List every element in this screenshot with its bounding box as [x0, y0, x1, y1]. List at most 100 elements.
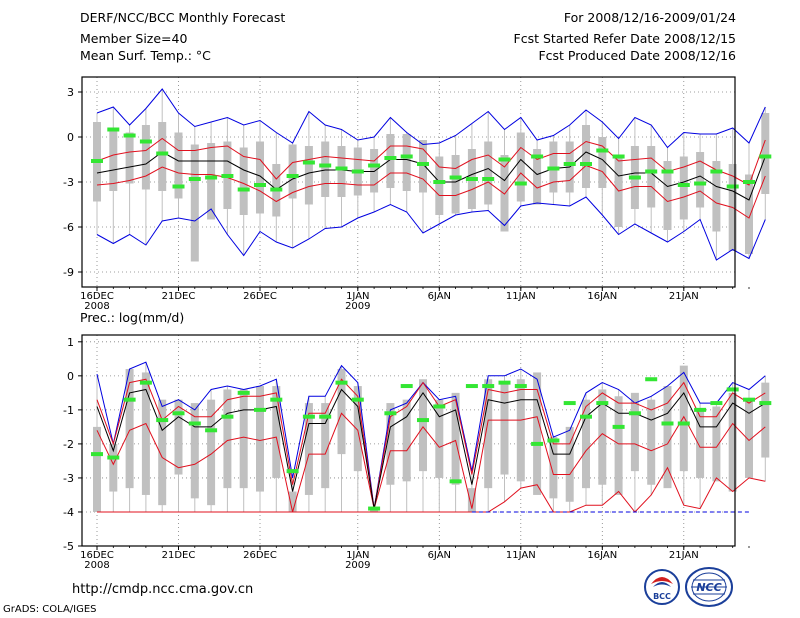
observed-marker	[188, 177, 201, 181]
ensemble-box	[288, 144, 297, 199]
ensemble-box	[337, 146, 346, 197]
ensemble-box	[190, 144, 199, 262]
observed-marker	[384, 411, 397, 416]
ensemble-box	[239, 389, 248, 489]
observed-marker	[743, 397, 755, 402]
ensemble-box	[516, 379, 525, 482]
observed-marker	[514, 384, 527, 389]
x-tick-label: 11JAN	[506, 291, 536, 302]
observed-marker	[384, 156, 397, 160]
ensemble-box	[614, 396, 623, 495]
observed-marker	[237, 187, 250, 192]
ensemble-box	[304, 146, 313, 205]
ensemble-box	[516, 132, 525, 202]
observed-marker	[400, 154, 413, 159]
ensemble-box	[745, 174, 753, 254]
observed-marker	[91, 159, 103, 163]
fcst-started-date: Fcst Started Refer Date 2008/12/15	[513, 31, 737, 46]
observed-marker	[531, 154, 544, 159]
ensemble-box	[582, 399, 590, 489]
ensemble-box	[598, 389, 607, 485]
observed-marker	[400, 384, 413, 389]
observed-marker	[417, 418, 429, 423]
x-tick-year: 2009	[345, 301, 370, 312]
ensemble-box	[679, 156, 688, 220]
source-url[interactable]: http://cmdp.ncc.cma.gov.cn	[72, 582, 254, 597]
observed-marker	[123, 133, 136, 138]
observed-marker	[465, 384, 478, 389]
observed-marker	[123, 397, 136, 402]
x-tick-label: 16DEC	[80, 291, 114, 302]
ensemble-box	[712, 406, 721, 482]
x-tick-label: 6JAN	[428, 550, 451, 561]
observed-marker	[433, 404, 446, 409]
observed-marker	[302, 414, 315, 419]
ensemble-box	[500, 382, 509, 475]
x-tick-label: 26DEC	[243, 291, 277, 302]
y-tick-label: -3	[63, 472, 74, 485]
ensemble-box	[663, 161, 672, 230]
x-tick-label: 21JAN	[669, 291, 699, 302]
observed-marker	[286, 469, 299, 474]
observed-marker	[270, 187, 283, 192]
ensemble-box	[288, 491, 297, 512]
series-upper-line	[96, 378, 766, 509]
observed-marker	[531, 441, 544, 446]
observed-marker	[139, 380, 152, 385]
observed-marker	[498, 157, 511, 162]
observed-marker	[188, 421, 201, 426]
ensemble-box	[533, 372, 542, 495]
y-tick-label: -5	[63, 540, 74, 553]
ensemble-box	[761, 113, 770, 194]
observed-marker	[710, 169, 723, 174]
observed-marker	[661, 421, 674, 426]
ensemble-box	[207, 143, 216, 220]
ensemble-box	[402, 134, 411, 191]
ensemble-box	[353, 386, 362, 472]
x-tick-label: 1JAN	[346, 291, 369, 302]
series-upper-line	[96, 137, 766, 186]
x-tick-year: 2008	[84, 560, 109, 571]
observed-marker	[205, 175, 218, 180]
ensemble-box	[696, 409, 705, 478]
series-mean-line	[96, 388, 766, 509]
observed-marker	[351, 169, 364, 174]
observed-marker	[368, 506, 381, 511]
observed-marker	[612, 154, 625, 159]
ensemble-box	[386, 134, 395, 188]
ensemble-box	[125, 132, 134, 184]
ensemble-box	[435, 156, 444, 215]
observed-marker	[580, 162, 592, 166]
observed-marker	[156, 418, 169, 423]
observed-marker	[677, 421, 690, 426]
fcst-produced-date: Fcst Produced Date 2008/12/16	[538, 48, 736, 63]
observed-marker	[91, 452, 103, 457]
ensemble-box	[761, 382, 770, 458]
y-tick-label: 1	[67, 336, 74, 349]
ensemble-box	[451, 392, 460, 485]
ensemble-box	[630, 392, 639, 472]
observed-marker	[645, 169, 658, 174]
ensemble-box	[582, 125, 590, 188]
series-lower-line	[96, 164, 766, 219]
series-max-line	[96, 361, 766, 509]
ensemble-box	[174, 399, 183, 475]
ensemble-box	[679, 365, 688, 472]
ensemble-box	[533, 149, 542, 205]
x-tick-label: 1JAN	[346, 550, 369, 561]
observed-marker	[172, 184, 185, 189]
observed-marker	[661, 169, 674, 174]
ensemble-box	[141, 372, 150, 495]
ensemble-box	[321, 141, 330, 197]
observed-marker	[628, 175, 641, 180]
ensemble-box	[223, 389, 232, 489]
series-max-line	[96, 88, 766, 149]
x-tick-label: 21DEC	[162, 291, 196, 302]
observed-marker	[449, 479, 462, 484]
ensemble-box	[728, 392, 737, 492]
observed-marker	[205, 428, 218, 433]
observed-marker	[645, 377, 658, 382]
ensemble-box	[109, 443, 118, 492]
